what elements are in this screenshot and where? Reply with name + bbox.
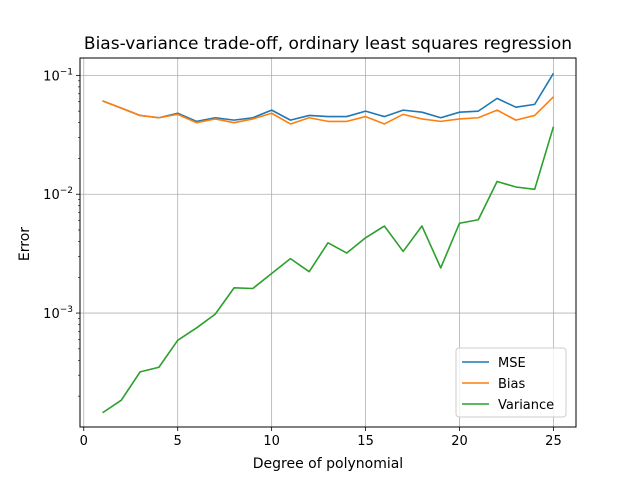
y-tick-label: 10−2	[43, 186, 73, 203]
series-line-bias	[102, 96, 555, 125]
x-tick-label: 0	[80, 434, 88, 449]
y-tick-label: 10−1	[43, 67, 73, 84]
x-tick-label: 25	[545, 434, 562, 449]
chart-title: Bias-variance trade-off, ordinary least …	[84, 34, 572, 54]
y-tick-label-base: 10	[43, 188, 60, 203]
series-line-variance	[102, 126, 555, 414]
legend-box	[455, 347, 567, 418]
y-axis: 10−310−210−1	[43, 67, 80, 397]
plot-frame	[79, 57, 577, 428]
legend: MSE Bias Variance	[455, 347, 567, 418]
y-tick-label-exponent: −2	[60, 186, 73, 196]
y-tick-label-base: 10	[43, 307, 60, 322]
legend-label: Bias	[498, 377, 525, 392]
y-tick-label: 10−3	[43, 305, 73, 322]
x-tick-label: 15	[357, 434, 374, 449]
x-tick-label: 20	[451, 434, 468, 449]
x-axis-title: Degree of polynomial	[253, 456, 403, 472]
y-tick-label-exponent: −3	[60, 305, 73, 315]
legend-label: Variance	[498, 398, 554, 413]
y-tick-label-base: 10	[43, 69, 60, 84]
x-axis: 0 5 10 15 20 25	[80, 427, 562, 449]
x-tick-label: 5	[174, 434, 182, 449]
y-tick-label-exponent: −1	[60, 67, 73, 77]
legend-label: MSE	[498, 356, 526, 371]
series-lines	[102, 72, 555, 414]
series-line-mse	[102, 72, 555, 123]
grid-lines	[80, 58, 576, 427]
y-axis-title: Error	[17, 227, 33, 261]
x-tick-label: 10	[263, 434, 280, 449]
